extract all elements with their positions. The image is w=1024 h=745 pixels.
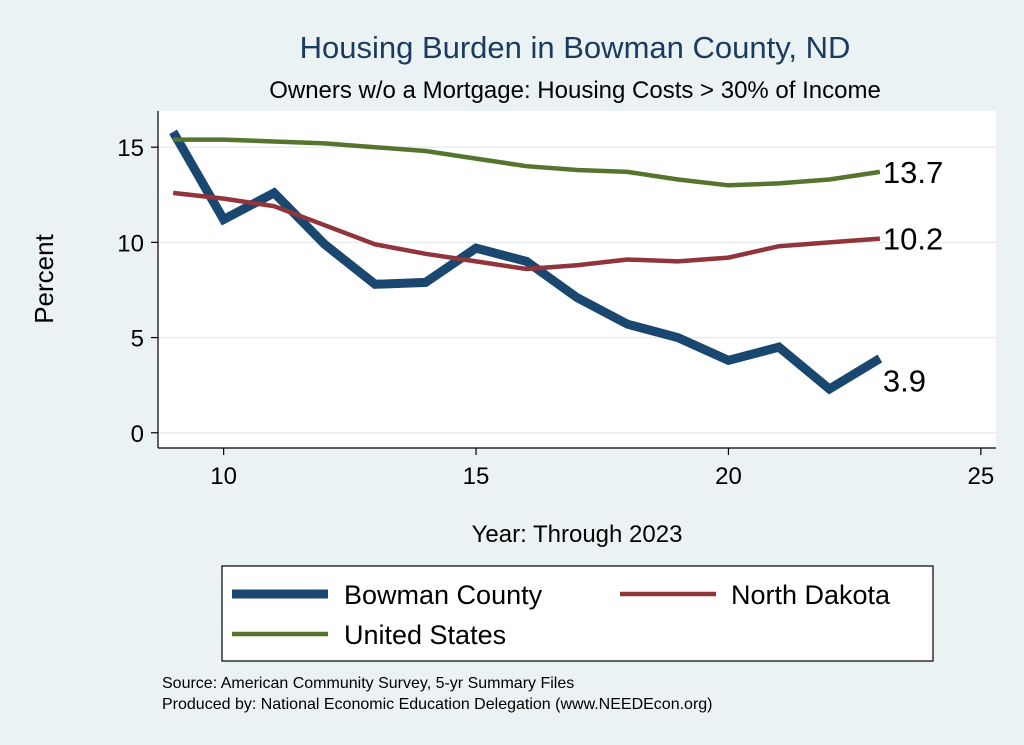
end-label-united-states: 13.7 <box>883 155 943 190</box>
plot-area <box>158 111 996 448</box>
end-label-north-dakota: 10.2 <box>883 222 943 257</box>
axes: 0 5 10 15 10 15 20 25 <box>117 111 996 490</box>
series-lines <box>169 129 883 395</box>
produced-by-note: Produced by: National Economic Education… <box>162 696 713 713</box>
chart-subtitle: Owners w/o a Mortgage: Housing Costs > 3… <box>269 77 881 104</box>
end-label-bowman-county: 3.9 <box>883 364 926 399</box>
legend-box <box>221 565 934 662</box>
legend: Bowman County North Dakota United States <box>232 580 891 650</box>
y-tick-label: 0 <box>131 421 144 448</box>
end-labels: 3.9 10.2 13.7 <box>883 155 943 399</box>
series-line-north-dakota <box>172 190 881 272</box>
gridlines <box>158 146 996 434</box>
x-tick-label: 15 <box>463 463 490 490</box>
y-tick-label: 10 <box>117 230 144 257</box>
x-tick-label: 20 <box>715 463 742 490</box>
y-tick-label: 15 <box>117 135 144 162</box>
series-line-united-states <box>173 137 881 188</box>
legend-label-united-states: United States <box>344 620 506 650</box>
x-axis-label: Year: Through 2023 <box>472 521 683 548</box>
legend-label-north-dakota: North Dakota <box>731 580 891 610</box>
y-tick-label: 5 <box>131 326 144 353</box>
legend-label-bowman-county: Bowman County <box>344 580 543 610</box>
chart-title: Housing Burden in Bowman County, ND <box>300 30 851 65</box>
y-axis-label: Percent <box>29 233 59 323</box>
series-line-bowman-county <box>169 129 883 395</box>
source-note: Source: American Community Survey, 5-yr … <box>162 675 574 692</box>
x-tick-label: 25 <box>968 463 995 490</box>
x-tick-label: 10 <box>210 463 237 490</box>
